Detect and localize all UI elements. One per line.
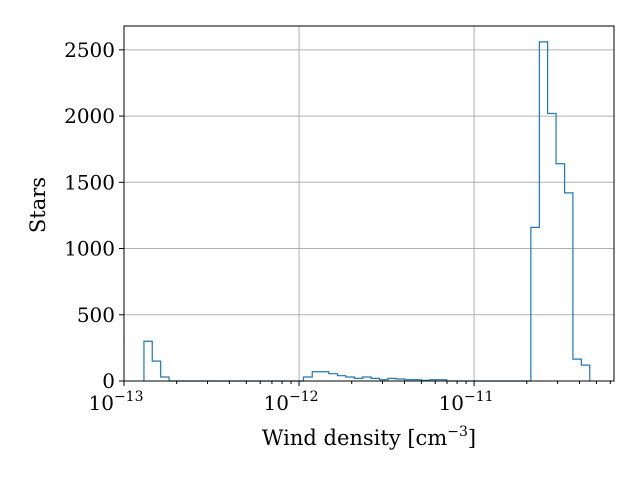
x-tick-base: 10 <box>89 391 114 415</box>
y-axis: 0 500 1000 1500 2000 2500 <box>64 38 124 393</box>
x-tick-base: 10 <box>439 391 464 415</box>
y-tick-label: 2000 <box>64 104 115 128</box>
x-tick-label: 10−11 <box>439 389 494 415</box>
x-tick-label: 10−12 <box>264 389 319 415</box>
y-tick-label: 1000 <box>64 237 115 261</box>
x-tick-label: 10−13 <box>89 389 144 415</box>
y-axis-label: Stars <box>26 177 50 233</box>
x-axis-label-end: ] <box>468 426 476 450</box>
x-tick-exponent: −13 <box>114 389 144 405</box>
x-tick-base: 10 <box>264 391 289 415</box>
y-tick-label: 500 <box>77 303 115 327</box>
x-axis-label-text: Wind density [cm <box>262 426 447 450</box>
y-tick-label: 0 <box>102 369 115 393</box>
x-axis: 10−13 10−12 10−11 <box>89 381 611 415</box>
x-axis-label: Wind density [cm−3] <box>262 424 476 450</box>
y-tick-label: 2500 <box>64 38 115 62</box>
y-tick-label: 1500 <box>64 170 115 194</box>
x-tick-exponent: −12 <box>289 389 319 405</box>
grid-lines <box>123 26 614 382</box>
x-axis-label-superscript: −3 <box>447 424 468 440</box>
x-tick-exponent: −11 <box>464 389 494 405</box>
plot-frame <box>123 25 615 382</box>
histogram-series <box>143 41 591 382</box>
